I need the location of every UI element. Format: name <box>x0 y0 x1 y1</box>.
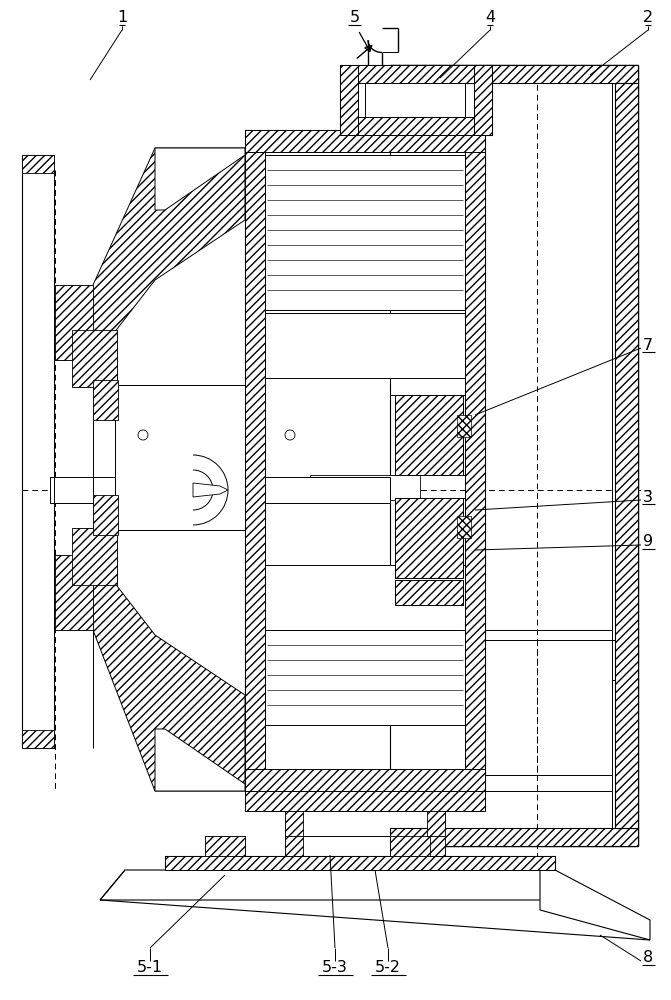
Text: 5-1: 5-1 <box>137 960 163 976</box>
Bar <box>285 811 303 836</box>
Polygon shape <box>93 555 245 791</box>
Bar <box>365 83 465 117</box>
Bar <box>457 516 471 538</box>
Bar <box>93 495 118 535</box>
Bar <box>93 380 118 420</box>
Bar <box>474 65 492 135</box>
Bar <box>390 836 430 856</box>
Bar <box>340 117 492 135</box>
Bar <box>395 395 463 475</box>
Bar <box>427 836 445 856</box>
Polygon shape <box>93 148 245 360</box>
Text: 1: 1 <box>117 10 127 25</box>
Circle shape <box>285 430 295 440</box>
Bar <box>285 811 445 836</box>
Bar <box>427 811 445 836</box>
Bar <box>265 565 465 630</box>
Bar <box>205 836 245 856</box>
Text: 5: 5 <box>350 10 360 25</box>
Bar <box>310 475 420 500</box>
Polygon shape <box>193 483 228 497</box>
Text: 9: 9 <box>643 534 653 550</box>
Bar <box>615 83 638 828</box>
Polygon shape <box>155 148 245 210</box>
Bar <box>465 145 485 775</box>
Bar <box>340 65 358 135</box>
Text: 5-3: 5-3 <box>322 960 348 976</box>
Bar <box>265 570 465 725</box>
Polygon shape <box>155 729 245 791</box>
Bar <box>205 836 245 856</box>
Text: 2: 2 <box>643 10 653 25</box>
Bar <box>395 580 463 605</box>
Bar <box>115 385 245 530</box>
Bar <box>390 65 638 83</box>
Text: 4: 4 <box>485 10 495 25</box>
Bar <box>340 65 492 83</box>
Bar <box>390 836 430 856</box>
Bar <box>245 145 265 775</box>
Text: 8: 8 <box>643 950 653 966</box>
Text: 7: 7 <box>643 338 653 353</box>
Bar <box>395 498 463 578</box>
Bar <box>457 415 471 437</box>
Bar <box>55 285 93 360</box>
Bar <box>165 856 555 870</box>
Bar <box>22 155 54 173</box>
Bar <box>165 856 555 870</box>
Bar <box>285 836 303 856</box>
Bar <box>390 828 638 846</box>
Circle shape <box>138 430 148 440</box>
Bar <box>265 313 465 378</box>
Bar <box>245 130 485 152</box>
Polygon shape <box>100 870 580 900</box>
Text: 3: 3 <box>643 489 653 504</box>
Bar <box>285 836 445 856</box>
Bar <box>55 555 93 630</box>
Bar <box>72 330 117 387</box>
Bar <box>72 528 117 585</box>
Bar <box>340 65 492 135</box>
Bar <box>245 769 485 791</box>
Bar <box>265 155 465 310</box>
Text: 5-2: 5-2 <box>375 960 401 976</box>
Bar <box>245 791 485 811</box>
Bar <box>50 477 390 503</box>
Polygon shape <box>540 870 650 940</box>
Bar <box>22 730 54 748</box>
